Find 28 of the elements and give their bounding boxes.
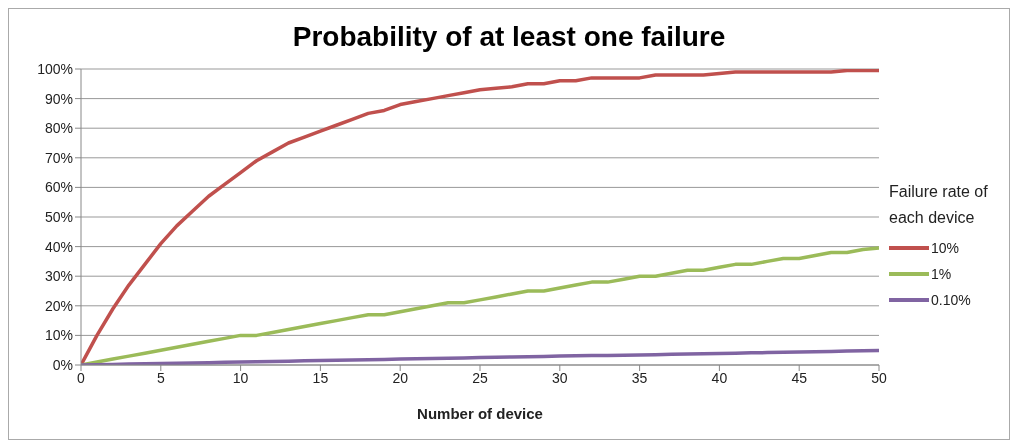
y-tick-label: 40%	[44, 238, 73, 255]
x-tick-label: 15	[312, 369, 329, 386]
x-axis-title: Number of device	[417, 405, 543, 422]
y-tick-label: 90%	[44, 90, 73, 107]
y-tick-label: 30%	[44, 268, 73, 285]
y-tick-label: 70%	[44, 149, 73, 166]
y-tick-label: 10%	[44, 327, 73, 344]
chart-title: Probability of at least one failure	[291, 21, 727, 54]
x-tick-label: 0	[77, 369, 86, 386]
y-tick-label: 60%	[44, 179, 73, 196]
x-tick-label: 25	[472, 369, 488, 386]
y-tick-label: 50%	[44, 208, 73, 225]
y-tick-label: 20%	[44, 297, 73, 314]
x-tick-label: 50	[871, 369, 887, 386]
legend-label: 10%	[931, 240, 960, 256]
x-tick-label: 10	[232, 369, 249, 386]
y-tick-label: 80%	[44, 120, 73, 137]
y-tick-label: 0%	[52, 356, 73, 373]
legend-label: 0.10%	[931, 292, 971, 308]
x-tick-label: 35	[631, 369, 648, 386]
x-tick-label: 45	[791, 369, 808, 386]
legend-label: 1%	[931, 266, 952, 282]
x-tick-label: 30	[552, 369, 568, 386]
y-tick-label: 100%	[37, 60, 73, 77]
x-tick-label: 40	[711, 369, 728, 386]
x-tick-label: 5	[156, 369, 165, 386]
x-tick-label: 20	[392, 369, 409, 386]
legend-title: Failure rate of each device	[889, 182, 989, 228]
